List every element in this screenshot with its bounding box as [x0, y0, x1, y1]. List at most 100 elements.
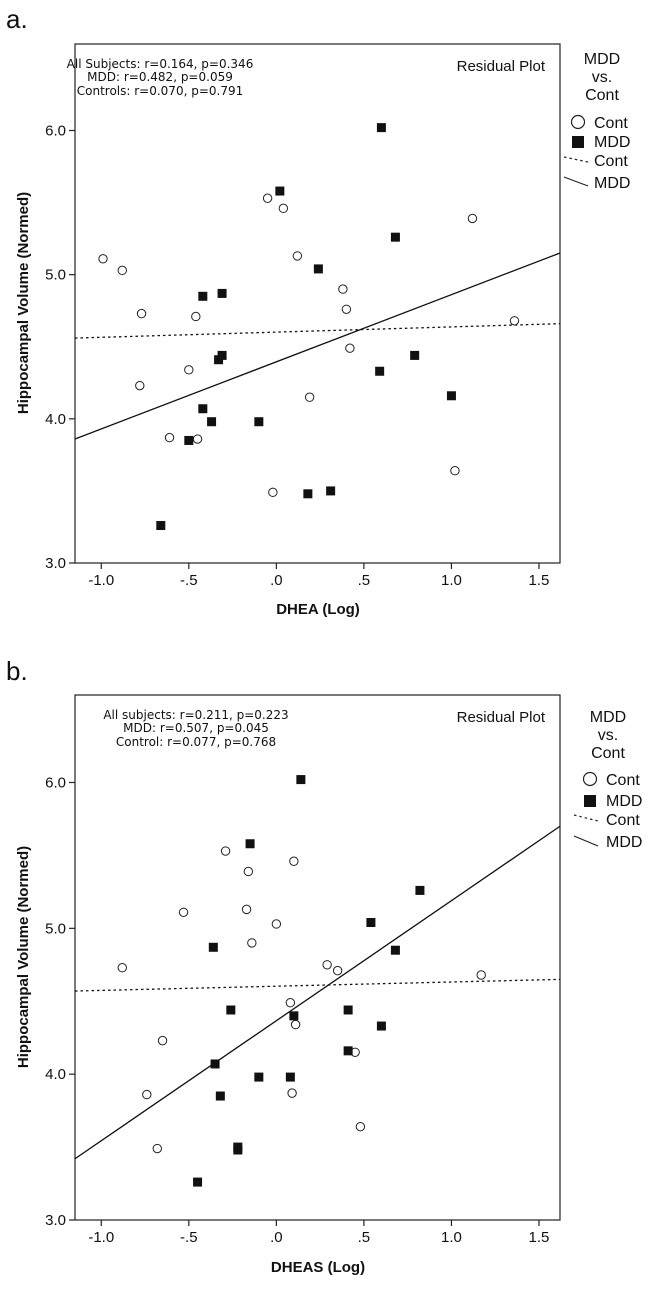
panel-b-mdd-point [215, 1091, 225, 1101]
panel-a-legend-mdd-fit: MDD [594, 175, 630, 192]
panel-b-fit-line-mdd [74, 825, 561, 1160]
panel-b-cont-point [142, 1089, 152, 1100]
panel-b-x-tick-label: -1.0 [88, 1229, 114, 1246]
panel-b-cont-point [271, 919, 282, 929]
panel-b-residual-plot-label: Residual Plot [457, 709, 546, 726]
panel-b: b. Hippocampal Volume (Normed) DHEAS (Lo… [6, 656, 642, 1276]
panel-a-legend-title-line3: Cont [585, 87, 619, 104]
panel-b-legend-title-line3: Cont [591, 745, 625, 762]
panel-b-points [117, 775, 486, 1187]
panel-a-cont-point [338, 284, 348, 294]
panel-b-stats-controls: Control: r=0.077, p=0.768 [116, 735, 276, 749]
panel-a-cont-point [135, 380, 145, 391]
panel-a-mdd-point [275, 186, 285, 196]
panel-a-plot-frame [74, 43, 561, 564]
panel-b-cont-point [243, 866, 254, 877]
panel-a-cont-point [467, 213, 478, 224]
panel-b-mdd-point [343, 1005, 353, 1015]
panel-a-residual-plot-label: Residual Plot [457, 58, 546, 75]
panel-b-fit-lines [74, 825, 561, 1160]
panel-b-stats-all: All subjects: r=0.211, p=0.223 [103, 708, 288, 722]
panel-b-cont-point [355, 1121, 366, 1132]
panel-a-cont-point [341, 304, 352, 314]
panel-a-legend-cont-points: Cont [594, 115, 628, 132]
panel-b-fit-line-cont [74, 978, 561, 992]
panel-b-cont-point [290, 1019, 301, 1030]
panel-a-cont-point [98, 254, 108, 264]
panel-a-points [98, 123, 520, 531]
panel-b-mdd-point [285, 1072, 295, 1082]
panel-a-y-tick-label: 6.0 [45, 123, 66, 140]
panel-b-legend-title-line1: MDD [590, 709, 626, 726]
panel-a-x-tick-label: 1.0 [441, 572, 462, 589]
panel-a-mdd-point [217, 288, 227, 298]
panel-a-mdd-point [326, 486, 336, 496]
panel-b-cont-point [178, 907, 189, 917]
panel-a-legend-title-line1: MDD [584, 51, 620, 68]
panel-a-stats-controls: Controls: r=0.070, p=0.791 [77, 84, 243, 98]
panel-b-mdd-point [376, 1021, 386, 1031]
panel-a-cont-point [164, 432, 175, 443]
panel-b-cont-point [117, 963, 127, 973]
panel-b-x-tick-label: -.5 [180, 1229, 198, 1246]
panel-a-mdd-point [410, 350, 420, 360]
panel-b-cont-point [322, 960, 332, 970]
panel-a-cont-point [262, 193, 273, 203]
panel-a-fit-line-cont [74, 323, 561, 339]
panel-a-legend-title-line2: vs. [592, 69, 612, 86]
panel-b-legend-cont-line [573, 814, 599, 822]
panel-a-cont-point [136, 308, 147, 319]
panel-b-y-tick-label: 5.0 [45, 920, 66, 937]
panel-b-x-tick-label: .0 [270, 1229, 283, 1246]
panel-b-cont-point [152, 1143, 162, 1154]
panel-a-mdd-point [376, 123, 386, 133]
panel-a-stats-mdd: MDD: r=0.482, p=0.059 [87, 70, 233, 84]
panel-b-mdd-point [226, 1005, 236, 1015]
panel-a-mdd-point [390, 232, 400, 242]
panel-a-y-tick-label: 5.0 [45, 267, 66, 284]
panel-a-legend-mdd-marker [572, 136, 584, 148]
panel-b-cont-point [157, 1035, 168, 1046]
panel-b-legend-mdd-line [573, 835, 599, 847]
panel-a-fit-lines [74, 252, 561, 440]
panel-b-y-axis-label: Hippocampal Volume (Normed) [15, 846, 32, 1068]
panel-b-x-axis-label: DHEAS (Log) [271, 1259, 365, 1276]
panel-a-mdd-point [313, 264, 323, 274]
panel-a-cont-point [268, 487, 278, 498]
panel-b-x-tick-label: 1.0 [441, 1229, 462, 1246]
panel-b-legend-mdd-marker [584, 795, 596, 807]
panel-a-cont-point [450, 466, 460, 476]
panel-b-x-tick-label: .5 [358, 1229, 371, 1246]
panel-a-mdd-point [198, 404, 208, 414]
panel-b-legend-mdd-points: MDD [606, 793, 642, 810]
panel-a-x-tick-label: .5 [358, 572, 371, 589]
panel-a-mdd-point [254, 417, 264, 427]
panel-a-cont-point [345, 343, 355, 353]
panel-a-legend-cont-line [563, 156, 589, 163]
panel-a-mdd-point [217, 350, 227, 360]
panel-a-cont-point [192, 434, 203, 444]
panel-a-ticks: -1.0 -.5 .0 .5 1.0 1.5 3.0 4.0 5.0 6.0 [45, 123, 549, 590]
panel-a-cont-point [278, 203, 289, 214]
panel-a-mdd-point [375, 366, 385, 376]
panel-b-legend-cont-points: Cont [606, 772, 640, 789]
panel-a-y-tick-label: 3.0 [45, 555, 66, 572]
panel-b-mdd-point [343, 1046, 353, 1056]
panel-a-mdd-point [446, 391, 456, 401]
panel-b-ticks: -1.0 -.5 .0 .5 1.0 1.5 3.0 4.0 5.0 6.0 [45, 775, 549, 1247]
panel-a-y-axis-label: Hippocampal Volume (Normed) [15, 192, 32, 414]
panel-a-x-axis-label: DHEA (Log) [276, 601, 360, 618]
panel-a-x-tick-label: .0 [270, 572, 283, 589]
panel-a-mdd-point [156, 521, 166, 531]
panel-b-cont-point [247, 938, 257, 948]
panel-a-cont-point [304, 392, 315, 402]
panel-b-mdd-point [193, 1177, 203, 1187]
panel-a-fit-line-mdd [74, 252, 561, 440]
panel-a-mdd-point [184, 435, 194, 445]
panel-b-mdd-point [208, 942, 218, 952]
panel-b-legend-title-line2: vs. [598, 727, 618, 744]
panel-b-mdd-point [390, 945, 400, 955]
panel-b-mdd-point [245, 839, 255, 849]
panel-a-cont-point [292, 251, 303, 261]
panel-a-x-tick-label: 1.5 [529, 572, 550, 589]
